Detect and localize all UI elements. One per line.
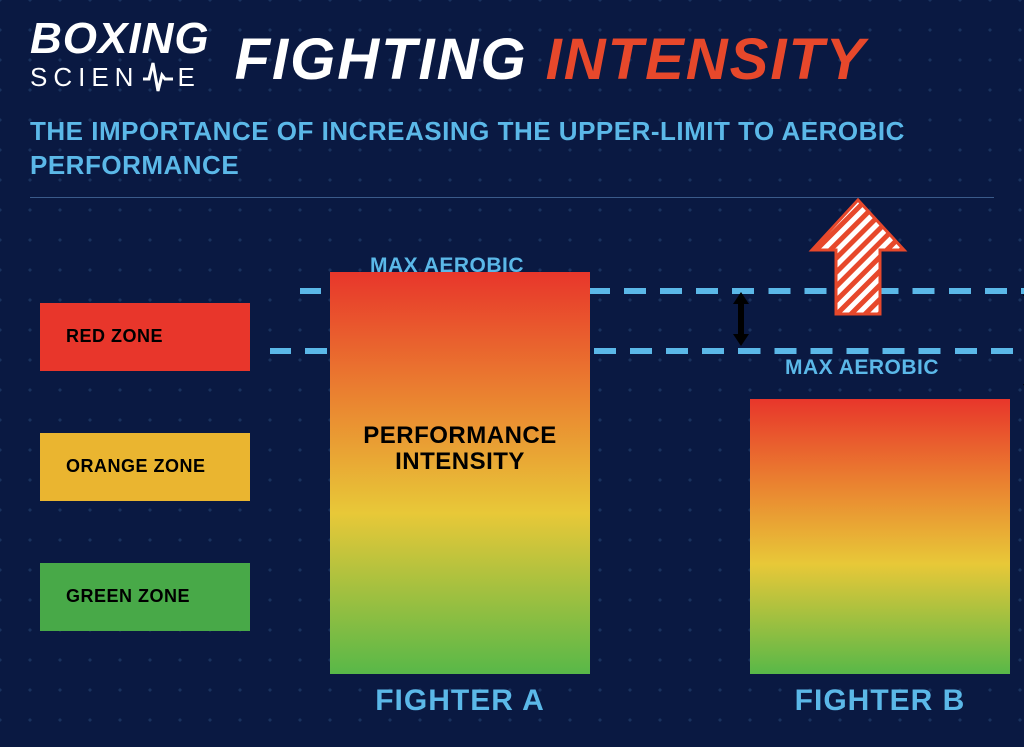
subtitle-text: THE IMPORTANCE OF INCREASING THE UPPER-L… (30, 115, 994, 183)
logo-text-bottom: SCIEN E (30, 57, 210, 97)
orange-zone-label: ORANGE ZONE (66, 456, 206, 477)
red-zone-label: RED ZONE (66, 326, 163, 347)
fighter-b-bar (750, 399, 1010, 674)
boxing-science-logo: BOXING SCIEN E (30, 20, 210, 97)
diagram-area: RED ZONE ORANGE ZONE GREEN ZONE PERFORMA… (30, 218, 994, 718)
red-zone-box: RED ZONE (40, 303, 250, 371)
logo-text-top: BOXING (30, 20, 210, 57)
max-aerobic-label-b: MAX AEROBIC (785, 356, 939, 380)
content-wrapper: BOXING SCIEN E FIGHTING INTENSITY THE IMP… (0, 0, 1024, 738)
green-zone-box: GREEN ZONE (40, 563, 250, 631)
main-title: FIGHTING INTENSITY (235, 26, 867, 93)
green-zone-label: GREEN ZONE (66, 586, 190, 607)
gap-arrow-small-icon (730, 290, 752, 348)
fighter-b-label: FIGHTER B (750, 684, 1010, 718)
increase-arrow-icon (808, 198, 908, 318)
ekg-icon (143, 57, 173, 97)
orange-zone-box: ORANGE ZONE (40, 433, 250, 501)
title-word-intensity: INTENSITY (546, 26, 867, 93)
logo-bottom-left: SCIEN (30, 66, 139, 88)
max-aerobic-label-a: MAX AEROBIC (370, 254, 524, 278)
performance-intensity-label: PERFORMANCE INTENSITY (330, 423, 590, 476)
perf-line1: PERFORMANCE (363, 422, 557, 449)
logo-bottom-right: E (177, 66, 200, 88)
title-word-fighting: FIGHTING (235, 26, 528, 93)
header: BOXING SCIEN E FIGHTING INTENSITY (30, 20, 994, 97)
fighter-a-label: FIGHTER A (330, 684, 590, 718)
gap-arrow-large-icon (1020, 280, 1024, 400)
zone-legend: RED ZONE ORANGE ZONE GREEN ZONE (40, 303, 250, 693)
perf-line2: INTENSITY (395, 448, 525, 475)
